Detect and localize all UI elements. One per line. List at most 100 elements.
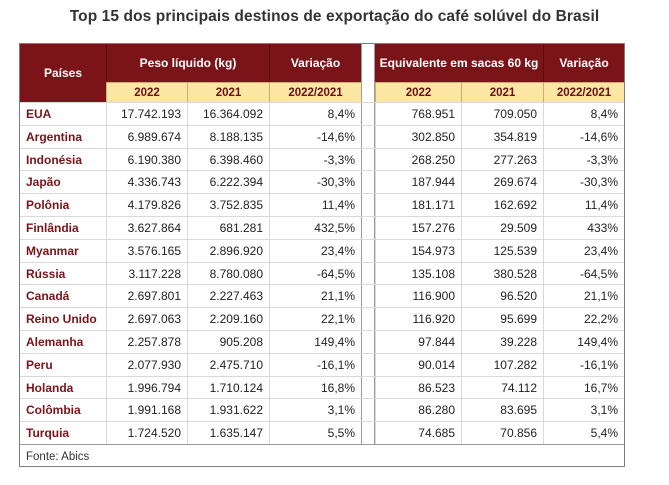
header-peso-liquido: Peso líquido (kg) xyxy=(106,44,269,82)
country-cell: Argentina xyxy=(26,129,83,144)
sc-2021-cell: 277.263 xyxy=(461,148,543,172)
sc-2021-cell: 95.699 xyxy=(461,308,543,331)
sc-variacao-cell: -64,5% xyxy=(543,262,624,286)
kg-variacao-cell: 432,5% xyxy=(269,217,361,240)
sc-2022-cell: 768.951 xyxy=(375,103,461,126)
source-note: Fonte: Abics xyxy=(26,451,90,463)
sc-variacao-cell: 3,1% xyxy=(543,399,624,423)
country-cell: Myanmar xyxy=(26,243,79,258)
kg-variacao-cell: 3,1% xyxy=(269,399,361,423)
country-cell: Peru xyxy=(26,357,53,372)
kg-2021-cell: 2.896.920 xyxy=(187,239,269,263)
subheader-sc-2021: 2021 xyxy=(461,82,543,102)
kg-2022-cell: 6.190.380 xyxy=(106,148,187,172)
kg-2022-cell: 6.989.674 xyxy=(106,125,187,149)
sc-2021-cell: 380.528 xyxy=(461,262,543,286)
sc-2021-cell: 96.520 xyxy=(461,285,543,309)
kg-2021-cell: 2.475.710 xyxy=(187,353,269,377)
kg-2022-cell: 3.117.228 xyxy=(106,262,187,286)
kg-2021-cell: 8.780.080 xyxy=(187,262,269,286)
kg-variacao-cell: -14,6% xyxy=(269,125,361,149)
sc-variacao-cell: 433% xyxy=(543,217,624,240)
country-cell: Canadá xyxy=(26,289,70,304)
kg-2022-cell: 1.996.794 xyxy=(106,376,187,400)
table-row: Colômbia 1.991.168 1.931.622 3,1% 86.280 83.6… xyxy=(20,398,624,423)
kg-2022-cell: 1.724.520 xyxy=(106,422,187,445)
sc-2021-cell: 29.509 xyxy=(461,217,543,240)
kg-variacao-cell: 149,4% xyxy=(269,331,361,354)
subheader-kg-variacao: 2022/2021 xyxy=(269,82,361,102)
kg-variacao-cell: -64,5% xyxy=(269,262,361,286)
sc-variacao-cell: 23,4% xyxy=(543,239,624,263)
country-cell: Japão xyxy=(26,175,61,190)
kg-2022-cell: 2.077.930 xyxy=(106,353,187,377)
table-row: Finlândia 3.627.864 681.281 432,5% 157.276 29… xyxy=(20,216,624,240)
table-row: Turquia 1.724.520 1.635.147 5,5% 74.685 70.85… xyxy=(20,421,624,445)
sc-2022-cell: 187.944 xyxy=(375,171,461,195)
sc-2021-cell: 74.112 xyxy=(461,376,543,400)
kg-2022-cell: 2.697.063 xyxy=(106,308,187,331)
table-row: Polônia 4.179.826 3.752.835 11,4% 181.171 162… xyxy=(20,193,624,217)
sc-2022-cell: 135.108 xyxy=(375,262,461,286)
header-paises: Países xyxy=(20,44,106,102)
kg-variacao-cell: 11,4% xyxy=(269,194,361,217)
kg-2022-cell: 1.991.168 xyxy=(106,399,187,423)
sc-2021-cell: 107.282 xyxy=(461,353,543,377)
country-cell: Indonésia xyxy=(26,152,83,167)
kg-2022-cell: 17.742.193 xyxy=(106,103,187,126)
kg-2021-cell: 2.227.463 xyxy=(187,285,269,309)
kg-2022-cell: 4.336.743 xyxy=(106,171,187,195)
country-cell: EUA xyxy=(26,107,52,121)
country-cell: Finlândia xyxy=(26,221,79,235)
kg-2021-cell: 2.209.160 xyxy=(187,308,269,331)
table-row: Reino Unido 2.697.063 2.209.160 22,1% 116.92… xyxy=(20,307,624,331)
country-cell: Polônia xyxy=(26,198,70,213)
table-row: Japão 4.336.743 6.222.394 -30,3% 187.944 269.… xyxy=(20,170,624,195)
sc-2021-cell: 162.692 xyxy=(461,194,543,217)
country-cell: Alemanha xyxy=(26,335,84,349)
country-cell: Colômbia xyxy=(26,403,81,418)
kg-2021-cell: 1.931.622 xyxy=(187,399,269,423)
sc-variacao-cell: -14,6% xyxy=(543,125,624,149)
sc-variacao-cell: 149,4% xyxy=(543,331,624,354)
country-cell: Turquia xyxy=(26,426,70,441)
table-row: Peru 2.077.930 2.475.710 -16,1% 90.014 107.28… xyxy=(20,352,624,377)
sc-variacao-cell: 5,4% xyxy=(543,422,624,445)
kg-2021-cell: 16.364.092 xyxy=(187,103,269,126)
kg-variacao-cell: -30,3% xyxy=(269,171,361,195)
sc-2022-cell: 74.685 xyxy=(375,422,461,445)
kg-2021-cell: 8.188.135 xyxy=(187,125,269,149)
table-row: Holanda 1.996.794 1.710.124 16,8% 86.523 74.1… xyxy=(20,375,624,400)
sc-2022-cell: 268.250 xyxy=(375,148,461,172)
table-row: Alemanha 2.257.878 905.208 149,4% 97.844 39.2… xyxy=(20,330,624,354)
kg-2022-cell: 3.627.864 xyxy=(106,217,187,240)
sc-2022-cell: 90.014 xyxy=(375,353,461,377)
sc-2022-cell: 157.276 xyxy=(375,217,461,240)
sc-variacao-cell: -16,1% xyxy=(543,353,624,377)
sc-2022-cell: 116.920 xyxy=(375,308,461,331)
kg-2021-cell: 681.281 xyxy=(187,217,269,240)
sc-2021-cell: 269.674 xyxy=(461,171,543,195)
table-row: Argentina 6.989.674 8.188.135 -14,6% 302.850… xyxy=(20,124,624,149)
sc-variacao-cell: -30,3% xyxy=(543,171,624,195)
country-cell: Reino Unido xyxy=(26,312,97,327)
kg-variacao-cell: -3,3% xyxy=(269,148,361,172)
table-row: Rússia 3.117.228 8.780.080 -64,5% 135.108 380… xyxy=(20,261,624,286)
header-variacao-peso: Variação xyxy=(269,44,361,82)
sc-2022-cell: 86.523 xyxy=(375,376,461,400)
kg-variacao-cell: 16,8% xyxy=(269,376,361,400)
sc-variacao-cell: 11,4% xyxy=(543,194,624,217)
table-row: Myanmar 3.576.165 2.896.920 23,4% 154.973 125… xyxy=(20,238,624,263)
table-row: Indonésia 6.190.380 6.398.460 -3,3% 268.250 2… xyxy=(20,147,624,172)
kg-2021-cell: 1.635.147 xyxy=(187,422,269,445)
sc-2022-cell: 181.171 xyxy=(375,194,461,217)
table-row: Canadá 2.697.801 2.227.463 21,1% 116.900 96.5… xyxy=(20,284,624,309)
kg-2022-cell: 3.576.165 xyxy=(106,239,187,263)
header-variacao-sacas: Variação xyxy=(543,44,624,82)
sc-2021-cell: 70.856 xyxy=(461,422,543,445)
sc-2022-cell: 97.844 xyxy=(375,331,461,354)
kg-2022-cell: 4.179.826 xyxy=(106,194,187,217)
kg-2021-cell: 6.398.460 xyxy=(187,148,269,172)
kg-variacao-cell: 23,4% xyxy=(269,239,361,263)
sc-variacao-cell: 8,4% xyxy=(543,103,624,126)
